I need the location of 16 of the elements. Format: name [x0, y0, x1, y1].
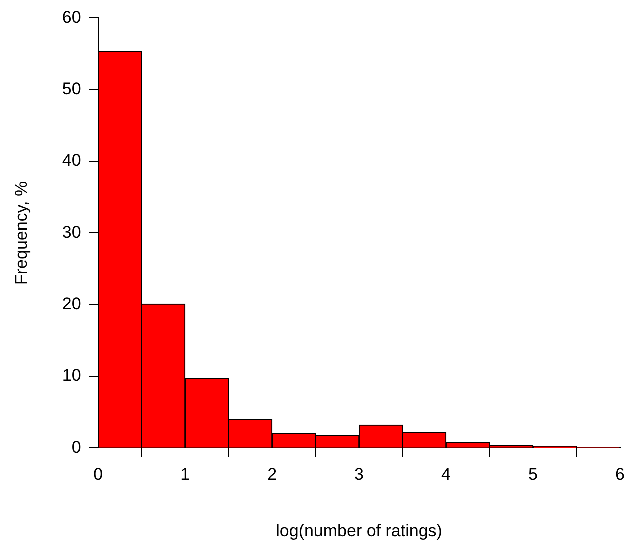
- y-tick-label: 60: [62, 8, 82, 27]
- y-tick-label: 50: [62, 80, 82, 99]
- x-axis-title: log(number of ratings): [276, 521, 442, 540]
- x-tick-label: 1: [180, 465, 190, 484]
- x-tick-label: 2: [268, 465, 278, 484]
- y-tick-label: 40: [62, 151, 82, 170]
- y-tick-label: 30: [62, 222, 82, 242]
- x-tick-label: 3: [354, 465, 364, 484]
- x-tick-label: 5: [528, 465, 538, 484]
- y-tick-label: 10: [62, 366, 82, 386]
- x-tick-label: 6: [616, 465, 626, 484]
- y-axis-title: Frequency, %: [12, 181, 31, 286]
- x-tick-label: 4: [442, 465, 452, 484]
- y-tick-label: 0: [72, 438, 82, 457]
- x-tick-label: 0: [94, 465, 104, 484]
- y-tick-label: 20: [62, 294, 82, 314]
